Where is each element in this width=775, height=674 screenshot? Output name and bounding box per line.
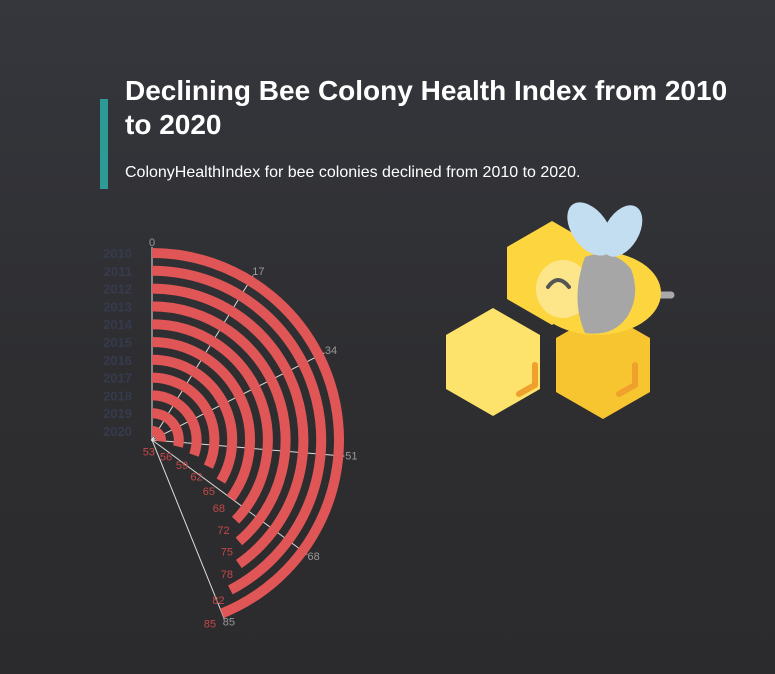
axis-tick-label: 0 (149, 237, 155, 249)
category-label: 2014 (103, 317, 133, 332)
bar-2010 (151, 248, 344, 619)
value-label: 59 (176, 460, 188, 472)
value-label: 53 (143, 446, 155, 458)
category-label: 2010 (103, 246, 132, 261)
value-label: 72 (217, 525, 229, 537)
category-label: 2011 (104, 264, 132, 279)
category-label: 2017 (103, 371, 132, 386)
value-label: 85 (204, 618, 216, 630)
chart-subtitle: ColonyHealthIndex for bee colonies decli… (125, 164, 581, 181)
bar-2016 (151, 354, 238, 484)
value-label: 82 (212, 595, 224, 607)
axis-tick-label: 34 (325, 345, 337, 357)
bar-2018 (151, 390, 202, 457)
value-label: 65 (203, 486, 215, 498)
category-label: 2013 (103, 299, 132, 314)
value-label: 78 (221, 569, 233, 581)
category-label: 2019 (103, 406, 132, 421)
category-label: 2018 (103, 388, 132, 403)
bar-2011 (151, 265, 327, 595)
axis-line-85 (151, 438, 225, 620)
category-label: 2012 (103, 282, 132, 297)
bar-2020 (151, 426, 166, 443)
bar-2013 (151, 301, 291, 546)
value-label: 68 (213, 503, 225, 515)
bar-2019 (151, 408, 184, 448)
category-label: 2020 (103, 424, 132, 439)
axis-tick-label: 51 (345, 450, 357, 462)
bar-2012 (151, 283, 309, 569)
category-label: 2016 (103, 353, 132, 368)
axis-tick-label: 68 (308, 551, 320, 563)
axis-tick-label: 85 (223, 617, 235, 629)
bar-2015 (151, 337, 255, 502)
value-label: 56 (160, 452, 172, 464)
labels-layer: 0 17 34 51 68 85 2010 2011 2012 2013 2014 2015 2016 2… (103, 237, 357, 630)
category-label: 2015 (103, 335, 132, 350)
chart-title: Declining Bee Colony Health Index from 2… (125, 75, 728, 140)
axis-tick-label: 17 (252, 266, 264, 278)
bars-layer (151, 248, 344, 619)
bee-on-honeycomb-icon (446, 202, 675, 419)
bar-2014 (151, 319, 273, 524)
title-accent-bar (100, 99, 108, 189)
bar-2017 (151, 372, 220, 469)
value-label: 75 (221, 546, 233, 558)
value-label: 62 (190, 472, 202, 484)
